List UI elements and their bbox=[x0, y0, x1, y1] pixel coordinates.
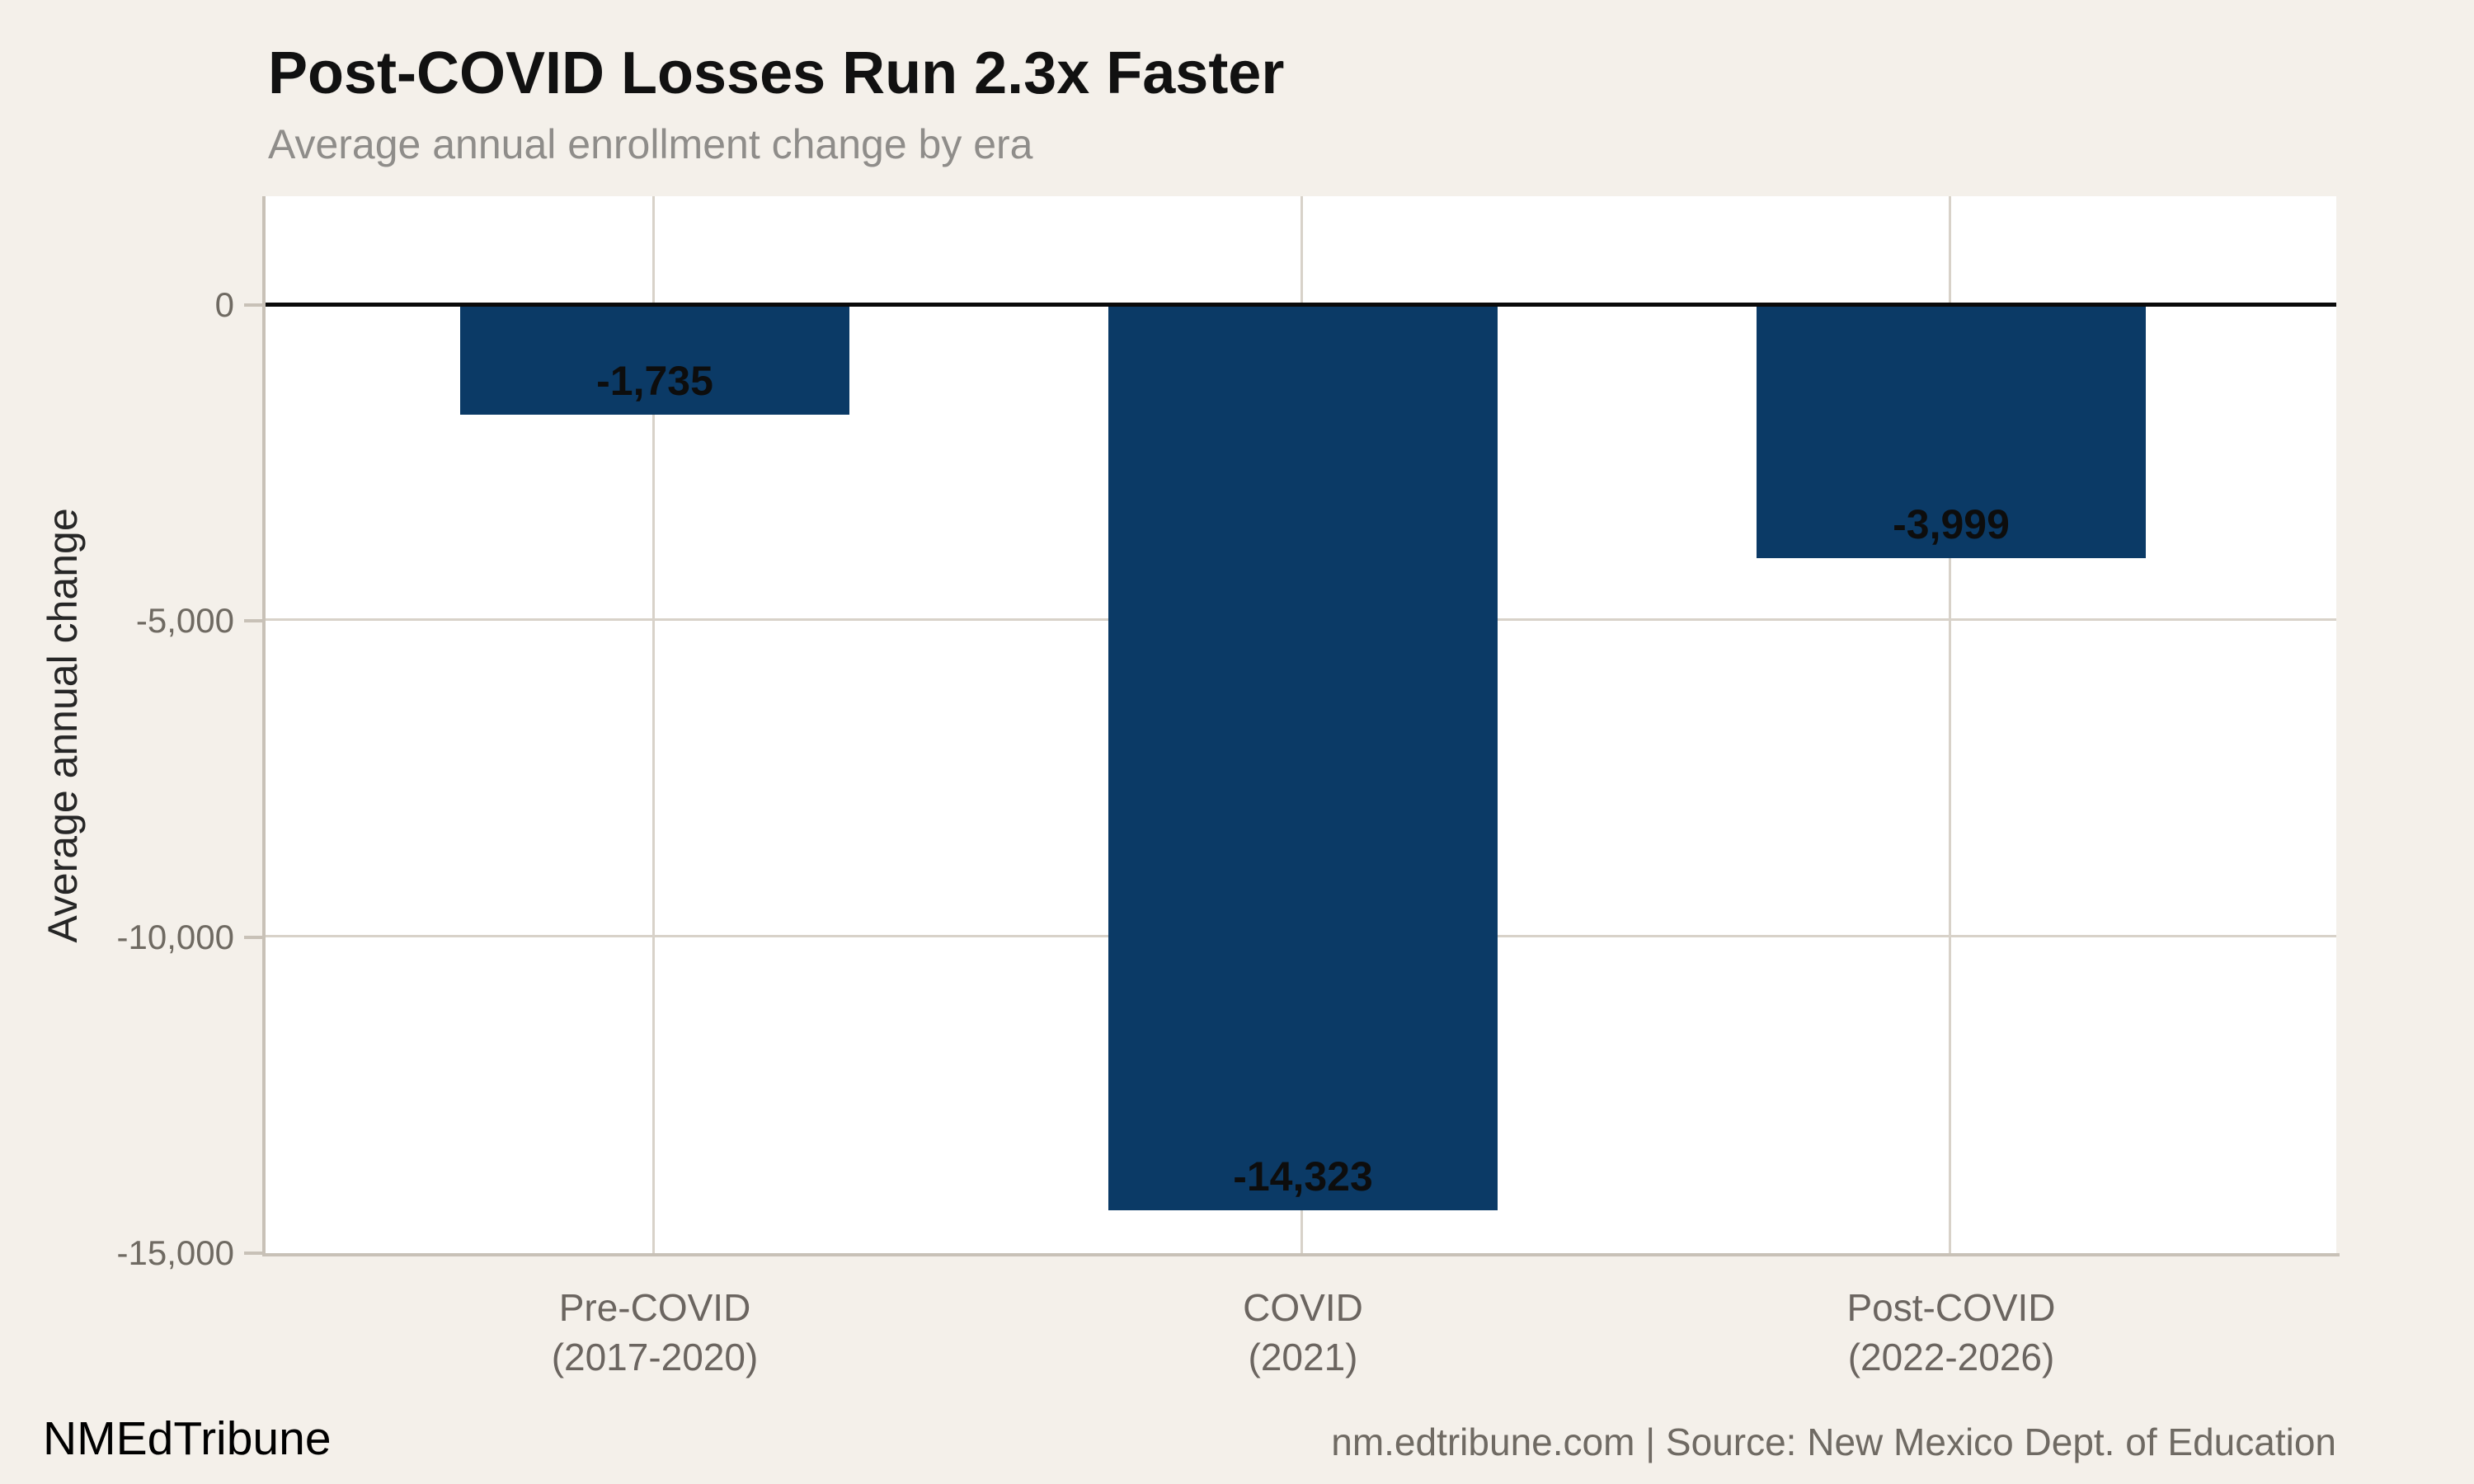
x-category-name: COVID bbox=[1243, 1286, 1363, 1329]
chart-title: Post-COVID Losses Run 2.3x Faster bbox=[268, 40, 1285, 106]
footer-brand: NMEdTribune bbox=[43, 1412, 332, 1465]
y-tick-mark bbox=[244, 619, 266, 622]
bar-value-label-post-covid: -3,999 bbox=[1893, 501, 2010, 547]
x-category-label-covid: COVID (2021) bbox=[973, 1283, 1633, 1382]
y-tick-mark bbox=[244, 303, 266, 307]
y-tick-label-0: 0 bbox=[214, 285, 234, 324]
y-axis-title: Average annual change bbox=[40, 508, 86, 943]
y-tick-mark bbox=[244, 1252, 266, 1255]
chart-subtitle: Average annual enrollment change by era bbox=[268, 121, 1033, 167]
bar-value-label-pre-covid: -1,735 bbox=[596, 358, 713, 404]
gridline-vertical-post-covid bbox=[1949, 196, 1951, 1253]
x-category-period: (2021) bbox=[1248, 1336, 1358, 1378]
y-tick-mark bbox=[244, 936, 266, 939]
plot-area: -1,735 -14,323 -3,999 bbox=[266, 196, 2336, 1253]
bar-pre-covid: -1,735 bbox=[460, 305, 849, 415]
x-category-name: Post-COVID bbox=[1846, 1286, 2056, 1329]
y-tick-label-5000: -5,000 bbox=[135, 601, 234, 640]
footer-source: nm.edtribune.com | Source: New Mexico De… bbox=[1331, 1421, 2336, 1463]
x-category-period: (2022-2026) bbox=[1847, 1336, 2055, 1378]
y-tick-label-15000: -15,000 bbox=[116, 1233, 234, 1272]
bar-value-label-covid: -14,323 bbox=[1233, 1153, 1373, 1200]
x-axis-line bbox=[262, 1253, 2340, 1256]
x-category-period: (2017-2020) bbox=[551, 1336, 759, 1378]
x-category-label-pre-covid: Pre-COVID (2017-2020) bbox=[325, 1283, 985, 1382]
bar-post-covid: -3,999 bbox=[1757, 305, 2146, 558]
zero-baseline bbox=[266, 303, 2336, 307]
y-tick-label-10000: -10,000 bbox=[116, 918, 234, 956]
bar-covid: -14,323 bbox=[1108, 305, 1498, 1210]
gridline-vertical-pre-covid bbox=[652, 196, 655, 1253]
x-category-name: Pre-COVID bbox=[558, 1286, 751, 1329]
y-axis-line bbox=[262, 196, 266, 1256]
x-category-label-post-covid: Post-COVID (2022-2026) bbox=[1621, 1283, 2281, 1382]
